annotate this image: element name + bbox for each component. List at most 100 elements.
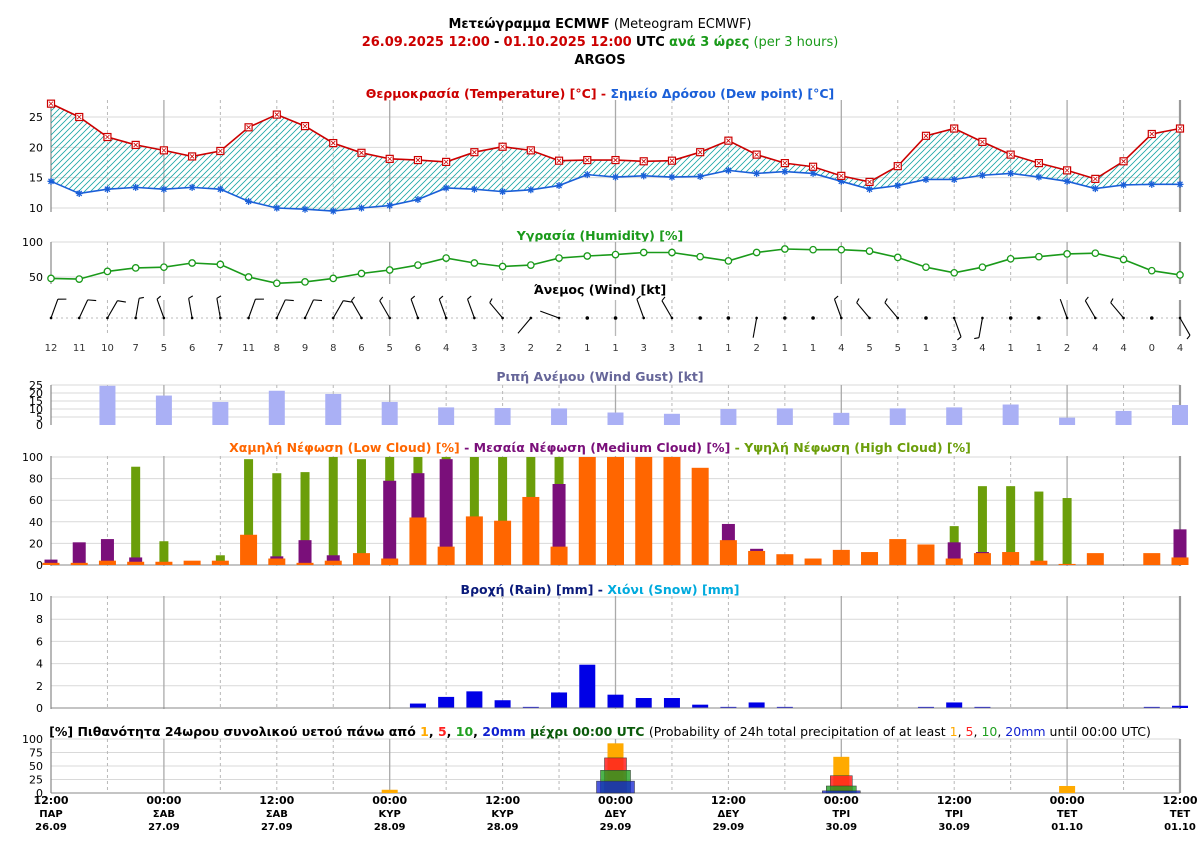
wind-barb [661,296,674,320]
temperature-point-mark [359,150,364,156]
dewpoint-point [273,204,281,212]
wind-barb [636,295,646,320]
wind-speed-label: 10 [101,343,114,354]
wind-speed-label: 6 [358,343,364,354]
cloud-ytick-label: 40 [29,516,43,529]
period-utc: UTC [635,35,665,50]
dewpoint-point [1007,169,1015,177]
wind-barb-staff [1110,302,1124,319]
humidity-point [611,250,620,259]
temperature-panel: 10 15 20 25 [29,99,1185,215]
humidity-point [357,269,366,278]
rain-bar [438,696,455,708]
humidity-ytick-label: 100 [22,236,43,249]
wind-speed-label: 3 [641,343,647,354]
wind-barb-half [884,298,888,303]
wind-barb-staff [884,302,899,319]
humidity-point [780,245,789,253]
wind-speed-label: 11 [73,343,86,354]
temperature-point-mark [810,164,816,170]
wind-barb [1110,298,1125,320]
high-cloud-bar [159,541,169,565]
dewpoint-point [1091,185,1099,193]
rain-bar [663,698,680,708]
meteogram-header: Μετεώγραμμα ECMWF (Meteogram ECMWF) 26.0… [0,0,1200,70]
wind-barb-base [275,316,279,320]
temperature-point-mark [556,158,562,163]
wind-barb-staff [156,299,165,319]
dewpoint-point [809,169,817,177]
rain-bar [748,702,765,708]
low-cloud-bar [352,553,370,565]
probability-bar [381,789,398,793]
wind-barb [540,310,561,320]
humidity-ytick-label: 50 [29,271,43,284]
wind-barb-staff [304,299,314,319]
wind-calm-dot [924,316,928,320]
rain-chart-title-part: Βροχή (Rain) [mm] [461,582,594,597]
wind-barb-base [868,316,871,320]
wind-speed-label: 1 [923,343,929,354]
temperature-point-mark [839,173,844,179]
wind-barb-half [661,296,666,302]
probability-sep: , [447,724,456,739]
wind-barb-base [247,316,250,320]
wind-barb-full [313,299,323,302]
humidity-point [1119,255,1128,264]
wind-barb-staff [248,299,256,319]
wind-barb [974,316,984,340]
humidity-panel: 50 100 [22,236,1184,288]
wind-speed-label: 5 [895,343,901,354]
wind-barb-staff [135,298,140,319]
wind-barb-base [670,316,674,320]
wind-barb-half [188,295,194,299]
probability-ytick-label: 100 [22,733,43,746]
probability-threshold-english: 1 [950,724,958,739]
temperature-point-mark [189,154,195,159]
time-axis-date: 29.09 [713,822,745,833]
wind-barb-staff [489,302,504,319]
time-axis-time: 12:00 [1162,794,1197,807]
rain-bar [522,706,539,708]
probability-sep: , [973,724,981,739]
wind-barb [379,296,392,320]
wind-barb [517,316,533,334]
wind-speed-label: 5 [387,343,393,354]
gust-bar [438,407,455,425]
cloud-chart-title: Χαμηλή Νέφωση (Low Cloud) [%] - Μεσαία Ν… [229,440,971,455]
wind-barb-half [957,336,962,341]
rain-bar [409,703,426,708]
dewpoint-point [555,182,563,190]
wind-barb-staff [50,299,59,319]
wind-barb-base [1094,316,1097,320]
rain-chart-title: Βροχή (Rain) [mm] - Χιόνι (Snow) [mm] [461,582,740,597]
wind-speed-label: 1 [612,343,618,354]
temperature-ytick-label: 15 [29,172,43,185]
temperature-point-mark [613,157,618,163]
gust-bar [155,395,172,425]
time-axis-day: ΤΕΤ [1170,809,1191,820]
wind-speed-label: 6 [189,343,195,354]
dewpoint-point [386,202,394,210]
dewpoint-point [103,185,111,193]
wind-barb-base [952,316,956,320]
dewpoint-point [47,177,55,185]
low-cloud-bar [381,558,399,565]
wind-barb [331,300,352,320]
wind-barb-staff [856,302,870,319]
wind-barb-base [360,316,363,320]
dewpoint-point [696,172,704,180]
location-name: ARGOS [574,53,626,68]
rain-bar [974,706,991,708]
wind-calm-dot [811,316,815,320]
time-axis-date: 30.09 [938,822,970,833]
dewpoint-point [724,166,732,174]
dewpoint-point [1035,173,1043,181]
gust-bar [889,408,906,425]
wind-barb-half [467,295,472,300]
dewpoint-point [245,197,253,205]
gust-bar [776,408,793,425]
wind-barb-base [49,316,53,320]
probability-ytick-label: 25 [29,774,43,787]
temperature-point-mark [274,112,280,117]
